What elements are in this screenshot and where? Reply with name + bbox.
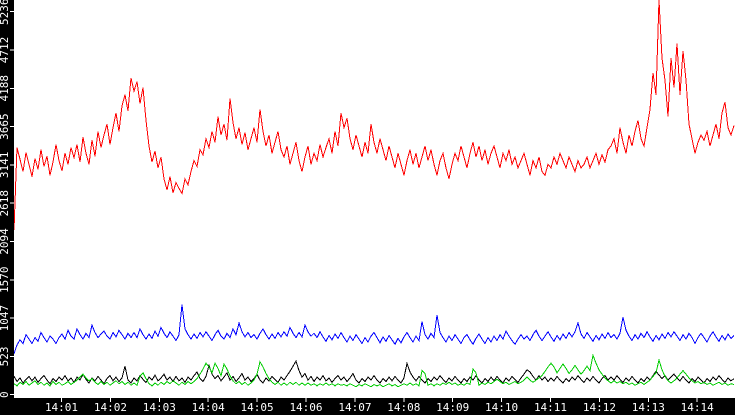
y-axis-strip (0, 0, 14, 415)
y-tick (10, 126, 14, 128)
x-axis-label: 14:04 (192, 401, 225, 414)
y-tick (10, 355, 14, 357)
y-tick (10, 11, 14, 13)
x-axis-label: 14:13 (632, 401, 665, 414)
y-tick (10, 49, 14, 51)
x-tick (354, 398, 356, 402)
x-tick (305, 398, 307, 402)
x-tick (61, 398, 62, 402)
y-axis-label: 4712 (0, 37, 11, 64)
y-tick (10, 164, 14, 166)
x-axis-label: 14:07 (338, 401, 371, 414)
y-axis-label: 1047 (0, 305, 11, 332)
y-axis-label: 523 (0, 346, 11, 366)
y-axis-label: 0 (0, 391, 11, 398)
x-tick (403, 398, 405, 402)
y-tick (10, 202, 14, 204)
x-tick (696, 398, 698, 402)
x-tick (109, 398, 111, 402)
x-tick (501, 398, 503, 402)
y-axis-label: 5236 (0, 0, 11, 25)
x-tick (207, 398, 209, 402)
y-tick (10, 241, 14, 242)
y-axis-label: 4188 (0, 75, 11, 102)
y-axis-label: 2618 (0, 190, 11, 217)
y-axis-label: 3665 (0, 113, 11, 140)
x-tick (158, 398, 160, 402)
x-tick (256, 398, 258, 402)
x-axis-strip (0, 398, 735, 415)
x-axis-label: 14:14 (681, 401, 714, 414)
x-axis-label: 14:11 (534, 401, 567, 414)
y-axis-label: 1570 (0, 267, 11, 294)
x-axis-label: 14:06 (289, 401, 322, 414)
x-axis-label: 14:05 (241, 401, 274, 414)
y-tick (10, 87, 14, 89)
green-trace (13, 353, 735, 388)
blue-trace (13, 304, 735, 354)
y-axis-label: 2094 (0, 228, 11, 255)
x-tick (647, 398, 649, 402)
x-axis-label: 14:10 (485, 401, 518, 414)
x-tick (598, 398, 600, 402)
y-axis-label: 3141 (0, 152, 11, 179)
x-axis-label: 14:02 (94, 401, 127, 414)
x-tick (550, 398, 551, 402)
series-lines (13, 0, 735, 388)
x-axis-label: 14:08 (387, 401, 420, 414)
red-trace (13, 0, 735, 231)
x-axis-label: 14:03 (143, 401, 176, 414)
x-axis-label: 14:01 (45, 401, 78, 414)
x-tick (452, 398, 454, 402)
x-axis-label: 14:12 (583, 401, 616, 414)
x-axis-label: 14:09 (436, 401, 469, 414)
y-tick (10, 394, 14, 396)
black-trace (13, 359, 735, 385)
y-tick (10, 279, 14, 281)
y-tick (10, 317, 14, 319)
